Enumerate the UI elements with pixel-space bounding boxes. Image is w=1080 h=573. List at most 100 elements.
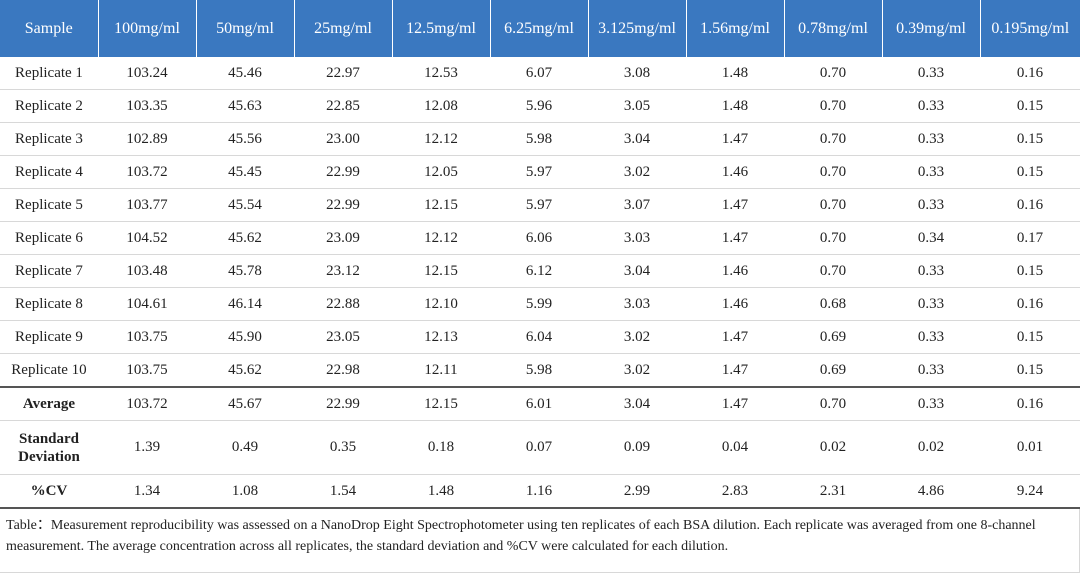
cell: 2.83 [686, 474, 784, 509]
data-row: Replicate 10 103.75 45.62 22.98 12.11 5.98 3.0… [0, 353, 1080, 388]
cell: 6.07 [490, 57, 588, 90]
cell: 3.05 [588, 89, 686, 123]
cell: 0.16 [980, 287, 1080, 321]
cell: 3.03 [588, 287, 686, 321]
cell: 1.46 [686, 287, 784, 321]
cell: 0.70 [784, 254, 882, 288]
cell: 0.18 [392, 420, 490, 475]
cell: 22.85 [294, 89, 392, 123]
cell: 23.09 [294, 221, 392, 255]
cell: 103.75 [98, 320, 196, 354]
cell: 0.35 [294, 420, 392, 475]
cell: 45.63 [196, 89, 294, 123]
row-label: Replicate 8 [0, 287, 98, 321]
cell: 0.33 [882, 57, 980, 90]
cell: 12.12 [392, 122, 490, 156]
cell: 0.33 [882, 155, 980, 189]
cell: 3.04 [588, 387, 686, 421]
cell: 0.70 [784, 387, 882, 421]
data-row: Replicate 9 103.75 45.90 23.05 12.13 6.04 3.02… [0, 320, 1080, 354]
cell: 1.46 [686, 155, 784, 189]
cell: 0.33 [882, 387, 980, 421]
cell: 4.86 [882, 474, 980, 509]
cell: 0.33 [882, 122, 980, 156]
data-row: Replicate 7 103.48 45.78 23.12 12.15 6.12 3.04… [0, 254, 1080, 288]
cell: 0.16 [980, 57, 1080, 90]
cell: 45.62 [196, 221, 294, 255]
cell: 3.07 [588, 188, 686, 222]
cell: 2.99 [588, 474, 686, 509]
cell: 22.99 [294, 155, 392, 189]
summary-row: Standard Deviation 1.39 0.49 0.35 0.18 0.07 0.… [0, 420, 1080, 475]
row-label: Replicate 6 [0, 221, 98, 255]
cell: 1.46 [686, 254, 784, 288]
cell: 1.48 [392, 474, 490, 509]
cell: 12.15 [392, 254, 490, 288]
cell: 22.88 [294, 287, 392, 321]
data-row: Replicate 5 103.77 45.54 22.99 12.15 5.97 3.07… [0, 188, 1080, 222]
cell: 0.69 [784, 320, 882, 354]
cell: 12.12 [392, 221, 490, 255]
cell: 104.52 [98, 221, 196, 255]
cell: 12.10 [392, 287, 490, 321]
cell: 9.24 [980, 474, 1080, 509]
cell: 1.48 [686, 89, 784, 123]
cell: 1.16 [490, 474, 588, 509]
cell: 0.15 [980, 254, 1080, 288]
cell: 0.04 [686, 420, 784, 475]
cell: 5.98 [490, 353, 588, 388]
cell: 0.15 [980, 155, 1080, 189]
row-label: %CV [0, 474, 98, 509]
cell: 0.02 [882, 420, 980, 475]
cell: 6.12 [490, 254, 588, 288]
data-row: Replicate 6 104.52 45.62 23.09 12.12 6.06 3.03… [0, 221, 1080, 255]
cell: 0.49 [196, 420, 294, 475]
cell: 12.15 [392, 387, 490, 421]
header-cell: 100mg/ml [97, 0, 196, 57]
cell: 3.08 [588, 57, 686, 90]
cell: 1.47 [686, 188, 784, 222]
row-label: Replicate 10 [0, 353, 98, 388]
header-cell: 50mg/ml [195, 0, 294, 57]
cell: 3.02 [588, 155, 686, 189]
data-row: Replicate 4 103.72 45.45 22.99 12.05 5.97 3.02… [0, 155, 1080, 189]
cell: 102.89 [98, 122, 196, 156]
cell: 0.33 [882, 188, 980, 222]
cell: 0.70 [784, 89, 882, 123]
caption: Table：Measurement reproducibility was as… [0, 509, 1080, 573]
cell: 22.99 [294, 387, 392, 421]
cell: 0.33 [882, 254, 980, 288]
cell: 1.47 [686, 221, 784, 255]
cell: 0.33 [882, 287, 980, 321]
cell: 0.33 [882, 320, 980, 354]
cell: 0.01 [980, 420, 1080, 475]
cell: 0.15 [980, 320, 1080, 354]
cell: 45.67 [196, 387, 294, 421]
cell: 104.61 [98, 287, 196, 321]
row-label: Standard Deviation [0, 420, 98, 475]
cell: 3.02 [588, 320, 686, 354]
cell: 0.16 [980, 387, 1080, 421]
cell: 1.39 [98, 420, 196, 475]
cell: 45.45 [196, 155, 294, 189]
cell: 12.13 [392, 320, 490, 354]
cell: 103.75 [98, 353, 196, 388]
cell: 0.15 [980, 89, 1080, 123]
cell: 3.04 [588, 122, 686, 156]
cell: 12.08 [392, 89, 490, 123]
cell: 22.97 [294, 57, 392, 90]
cell: 0.33 [882, 89, 980, 123]
cell: 103.77 [98, 188, 196, 222]
cell: 0.70 [784, 122, 882, 156]
cell: 22.99 [294, 188, 392, 222]
cell: 45.90 [196, 320, 294, 354]
cell: 0.70 [784, 221, 882, 255]
cell: 0.70 [784, 188, 882, 222]
cell: 3.04 [588, 254, 686, 288]
cell: 0.02 [784, 420, 882, 475]
cell: 103.24 [98, 57, 196, 90]
table-body: Replicate 1 103.24 45.46 22.97 12.53 6.07 3.08… [0, 57, 1080, 509]
cell: 103.35 [98, 89, 196, 123]
data-row: Replicate 8 104.61 46.14 22.88 12.10 5.99 3.03… [0, 287, 1080, 321]
cell: 45.62 [196, 353, 294, 388]
